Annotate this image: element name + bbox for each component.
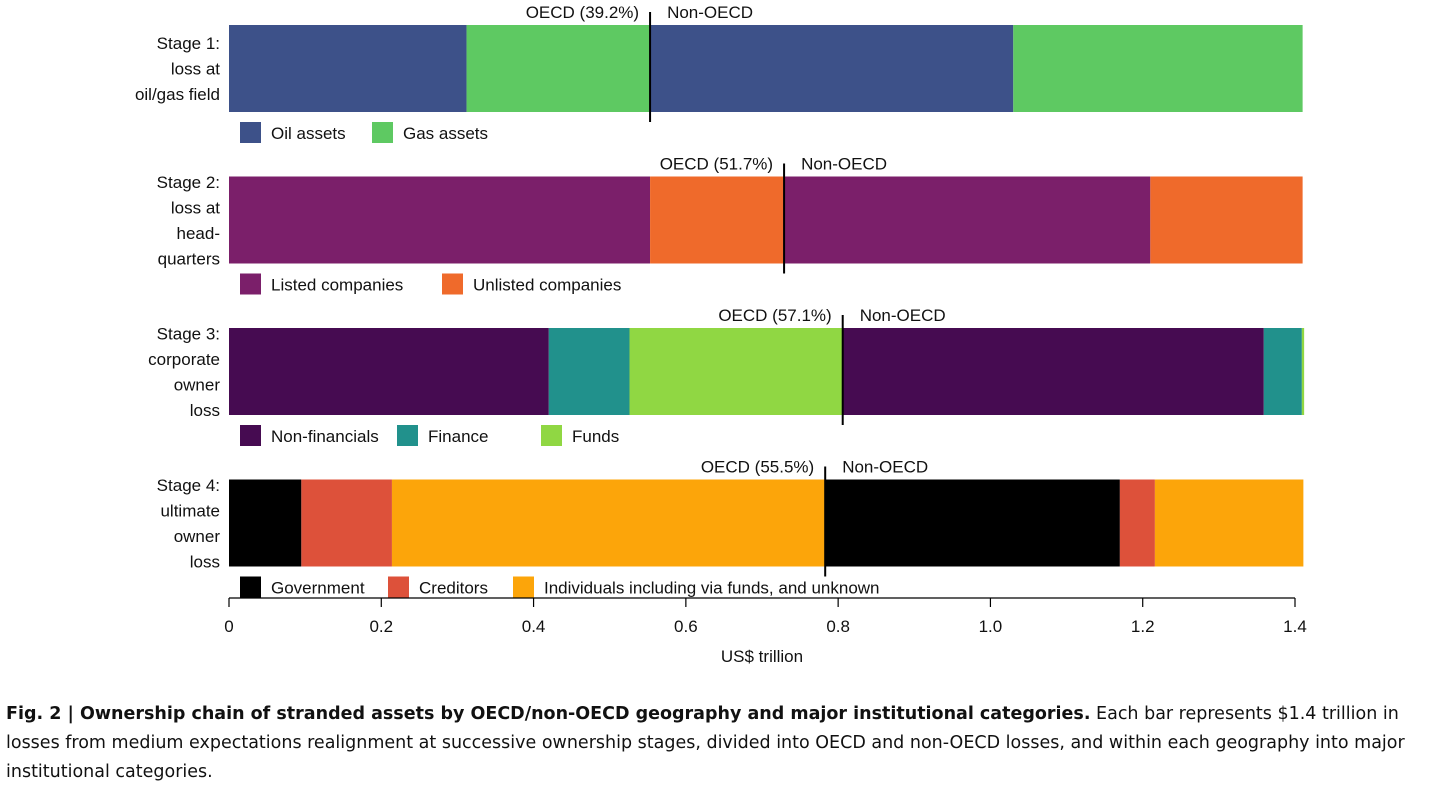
- stage-3-bar-segment-4: [842, 328, 1264, 415]
- stage-1-bar-segment-1: [229, 25, 467, 112]
- stage-3-legend-label-2: Finance: [428, 427, 488, 446]
- stage-1-label-line: oil/gas field: [135, 85, 220, 104]
- stage-3-legend-swatch-3: [541, 425, 562, 446]
- caption-text: Each bar represents $1.4 trillion in los…: [6, 704, 1405, 782]
- stage-1-bar-segment-3: [650, 25, 1014, 112]
- stage-3-legend-label-3: Funds: [572, 427, 619, 446]
- stage-1-oecd-label: OECD (39.2%): [526, 3, 639, 22]
- stage-2-bar-segment-3: [784, 176, 1151, 264]
- stage-1-legend-label-2: Gas assets: [403, 124, 488, 143]
- stage-4-non-oecd-label: Non-OECD: [842, 458, 928, 477]
- stage-2-legend-swatch-1: [240, 273, 261, 295]
- stage-4-label-line: ultimate: [160, 501, 220, 520]
- stage-3-legend-label-1: Non-financials: [271, 427, 379, 446]
- x-axis-tick-label: 1.4: [1283, 617, 1307, 636]
- stage-2-legend-swatch-2: [442, 273, 463, 295]
- stage-2-legend-label-1: Listed companies: [271, 276, 403, 295]
- stage-2-legend-label-2: Unlisted companies: [473, 276, 621, 295]
- stage-4-legend-label-2: Creditors: [419, 579, 488, 598]
- stage-3-oecd-label: OECD (57.1%): [718, 306, 831, 325]
- stage-1-bar-segment-4: [1013, 25, 1303, 112]
- stage-2-bar-segment-2: [650, 176, 785, 264]
- stage-2-label-line: head-: [177, 224, 220, 243]
- stage-4-label-line: loss: [190, 552, 220, 571]
- stage-3-label-line: corporate: [148, 350, 220, 369]
- stage-1-label-line: loss at: [171, 60, 220, 79]
- stage-3-legend-swatch-1: [240, 425, 261, 446]
- x-axis-tick-label: 1.2: [1131, 617, 1155, 636]
- stage-2-bar-segment-1: [229, 176, 651, 264]
- stage-2-label-line: Stage 2:: [157, 173, 220, 192]
- stage-4-bar-segment-5: [1119, 479, 1155, 567]
- stage-4-oecd-label: OECD (55.5%): [701, 458, 814, 477]
- stage-4-label-line: owner: [174, 527, 221, 546]
- stage-3-bar-segment-6: [1301, 328, 1305, 415]
- stage-4-bar-segment-2: [301, 479, 392, 567]
- x-axis-tick-label: 0: [224, 617, 233, 636]
- stage-4-legend-swatch-1: [240, 576, 261, 598]
- x-axis-tick-label: 0.6: [674, 617, 698, 636]
- figure-caption: Fig. 2 | Ownership chain of stranded ass…: [6, 700, 1430, 787]
- stage-3-bar-segment-2: [548, 328, 630, 415]
- stage-4-legend-swatch-2: [388, 576, 409, 598]
- stage-3-bar-segment-5: [1263, 328, 1302, 415]
- stage-4-bar-segment-3: [391, 479, 826, 567]
- stage-1-legend-label-1: Oil assets: [271, 124, 346, 143]
- stage-3-label-line: loss: [190, 401, 220, 420]
- stage-4-label-line: Stage 4:: [157, 476, 220, 495]
- stage-3-label-line: Stage 3:: [157, 324, 220, 343]
- x-axis-tick-label: 1.0: [979, 617, 1003, 636]
- stage-1-non-oecd-label: Non-OECD: [667, 3, 753, 22]
- x-axis-tick-label: 0.8: [826, 617, 850, 636]
- stage-3-label-line: owner: [174, 375, 221, 394]
- stage-3-non-oecd-label: Non-OECD: [860, 306, 946, 325]
- caption-title: Fig. 2 | Ownership chain of stranded ass…: [6, 704, 1091, 724]
- stage-4-legend-label-3: Individuals including via funds, and unk…: [544, 579, 880, 598]
- stage-4-bar-segment-1: [229, 479, 302, 567]
- stage-3-legend-swatch-2: [397, 425, 418, 446]
- stage-2-label-line: loss at: [171, 198, 220, 217]
- stage-4-legend-label-1: Government: [271, 579, 365, 598]
- stage-1-bar-segment-2: [466, 25, 651, 112]
- stage-1-legend-swatch-1: [240, 122, 261, 143]
- stranded-assets-chart: Stage 1: loss at oil/gas field OECD (39.2%)…: [135, 3, 1307, 666]
- stage-2-oecd-label: OECD (51.7%): [660, 155, 773, 174]
- stage-3-bar-segment-3: [629, 328, 843, 415]
- stage-4-legend-swatch-3: [513, 576, 534, 598]
- stage-2-non-oecd-label: Non-OECD: [801, 155, 887, 174]
- x-axis-tick-label: 0.4: [522, 617, 546, 636]
- x-axis-title: US$ trillion: [721, 647, 803, 666]
- stage-2-bar-segment-4: [1150, 176, 1303, 264]
- x-axis-tick-label: 0.2: [369, 617, 393, 636]
- stage-1-legend-swatch-2: [372, 122, 393, 143]
- stage-3-bar-segment-1: [229, 328, 549, 415]
- stage-1-label-line: Stage 1:: [157, 34, 220, 53]
- stage-4-bar-segment-4: [825, 479, 1120, 567]
- stage-4-bar-segment-6: [1154, 479, 1304, 567]
- stage-2-label-line: quarters: [158, 249, 220, 268]
